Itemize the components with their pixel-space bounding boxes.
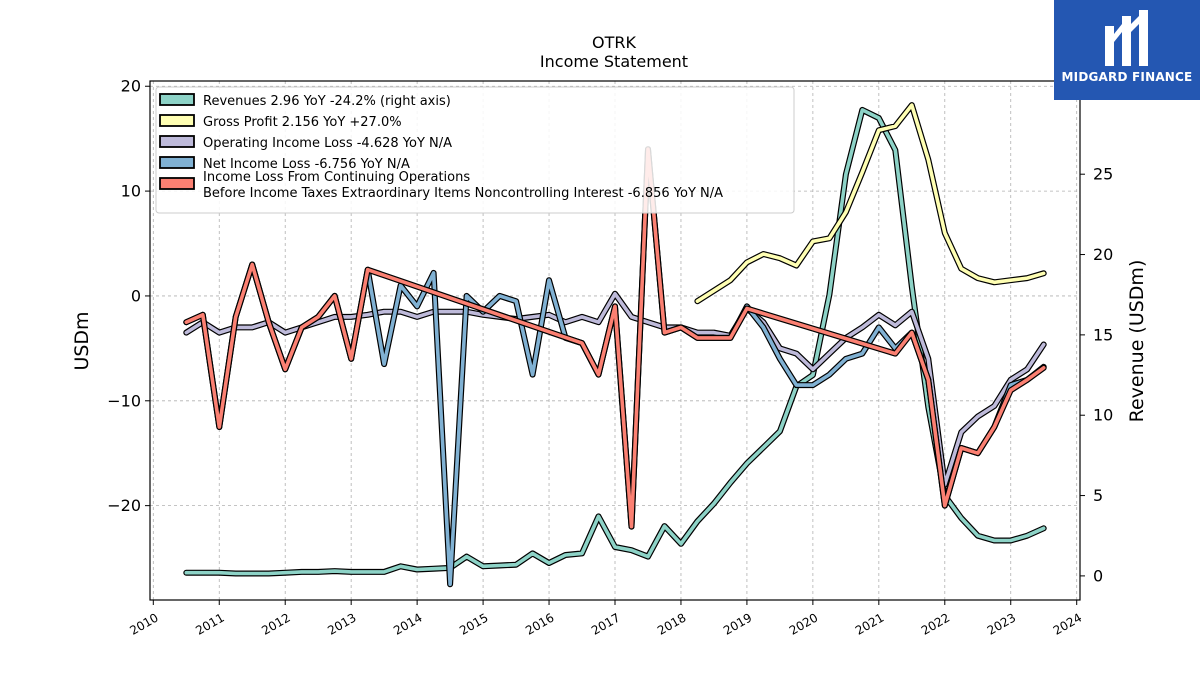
legend-item-4[interactable]: Income Loss From Continuing OperationsBe… — [159, 170, 723, 201]
right-tick-label: 25 — [1093, 165, 1113, 184]
series-line — [695, 103, 1046, 304]
x-tick-label: 2012 — [259, 610, 292, 637]
legend-item-1[interactable]: Gross Profit 2.156 YoY +27.0% — [159, 114, 402, 130]
right-tick-label: 15 — [1093, 325, 1113, 344]
x-tick-label: 2013 — [325, 610, 358, 637]
legend[interactable]: Revenues 2.96 YoY -24.2% (right axis) Gro… — [155, 86, 795, 214]
x-tick-label: 2024 — [1051, 610, 1084, 637]
x-tick-label: 2015 — [457, 610, 490, 637]
legend-label: Gross Profit 2.156 YoY +27.0% — [203, 115, 402, 130]
x-tick-label: 2016 — [523, 610, 556, 637]
legend-label: Revenues 2.96 YoY -24.2% (right axis) — [203, 94, 451, 109]
series-line — [184, 108, 1046, 576]
series-line — [184, 291, 1046, 487]
x-tick-label: 2018 — [655, 610, 688, 637]
legend-swatch — [159, 135, 195, 148]
x-tick-label: 2020 — [787, 610, 820, 637]
legend-label: Operating Income Loss -4.628 YoY N/A — [203, 136, 452, 151]
chart-subtitle: Income Statement — [540, 52, 688, 71]
legend-swatch — [159, 93, 195, 106]
x-tick-label: 2023 — [985, 610, 1018, 637]
x-tick-label: 2014 — [391, 610, 424, 637]
legend-swatch — [159, 114, 195, 127]
right-tick-label: 5 — [1093, 486, 1103, 505]
legend-swatch — [159, 177, 195, 190]
x-tick-label: 2010 — [127, 610, 160, 637]
x-tick-label: 2019 — [721, 610, 754, 637]
x-tick-label: 2021 — [853, 610, 886, 637]
legend-swatch — [159, 156, 195, 169]
brand-logo[interactable]: MIDGARD FINANCE — [1054, 0, 1200, 100]
x-tick-label: 2011 — [193, 610, 226, 637]
y-tick-label: −10 — [107, 391, 141, 410]
x-tick-label: 2022 — [919, 610, 952, 637]
x-tick-label: 2017 — [589, 610, 622, 637]
chart-title: OTRK — [592, 33, 636, 52]
legend-item-2[interactable]: Operating Income Loss -4.628 YoY N/A — [159, 135, 452, 151]
midgard-logo-icon — [1054, 10, 1200, 72]
legend-item-0[interactable]: Revenues 2.96 YoY -24.2% (right axis) — [159, 93, 451, 109]
right-tick-label: 20 — [1093, 245, 1113, 264]
series-0 — [183, 106, 1047, 577]
y-tick-label: 10 — [121, 182, 141, 201]
series-1 — [694, 102, 1047, 305]
y-tick-label: 20 — [121, 77, 141, 96]
legend-label: Income Loss From Continuing Operations — [203, 170, 470, 185]
brand-name: MIDGARD FINANCE — [1061, 70, 1193, 84]
series-2 — [183, 290, 1047, 488]
legend-label: Net Income Loss -6.756 YoY N/A — [203, 157, 410, 172]
legend-label: Before Income Taxes Extraordinary Items … — [203, 186, 723, 201]
right-axis-label: Revenue (USDm) — [1126, 260, 1148, 423]
right-tick-label: 10 — [1093, 406, 1113, 425]
y-tick-label: −20 — [107, 496, 141, 515]
right-tick-label: 0 — [1093, 566, 1103, 585]
y-tick-label: 0 — [131, 286, 141, 305]
legend-item-3[interactable]: Net Income Loss -6.756 YoY N/A — [159, 156, 410, 172]
y-axis-label: USDm — [71, 311, 93, 370]
legend-box — [155, 86, 795, 214]
